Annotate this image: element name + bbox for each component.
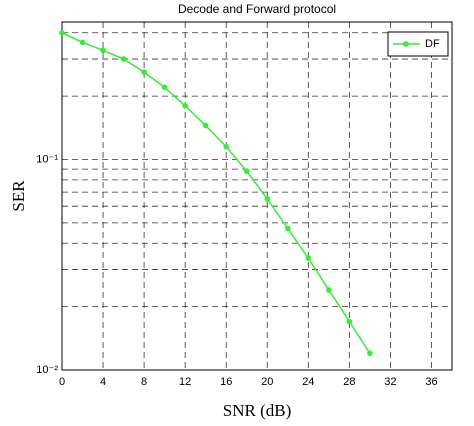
data-point <box>243 168 250 174</box>
data-point <box>223 143 230 150</box>
data-point <box>305 255 312 261</box>
y-tick-label: 10⁻² <box>36 364 58 376</box>
legend-marker <box>403 41 409 47</box>
data-point <box>264 196 271 202</box>
y-tick-label: 10⁻¹ <box>36 153 58 165</box>
data-point <box>284 225 291 232</box>
x-tick-label: 36 <box>425 376 437 388</box>
data-point <box>120 56 127 62</box>
x-axis-label: SNR (dB) <box>223 401 291 420</box>
x-tick-label: 24 <box>302 376 314 388</box>
data-point <box>59 29 65 36</box>
x-tick-label: 4 <box>100 376 106 388</box>
legend-label: DF <box>425 38 440 50</box>
data-point <box>202 122 209 129</box>
data-point <box>367 350 373 357</box>
x-tick-label: 0 <box>59 376 65 388</box>
y-axis-label: SER <box>9 180 28 212</box>
plot-frame <box>61 21 453 371</box>
x-tick-label: 32 <box>384 376 396 388</box>
x-tick-label: 28 <box>343 376 355 388</box>
data-point <box>100 47 106 54</box>
data-point <box>79 39 86 46</box>
data-point <box>346 318 353 325</box>
plot-area <box>62 22 452 370</box>
data-point <box>182 102 188 109</box>
x-tick-label: 8 <box>141 376 147 388</box>
x-tick-label: 12 <box>179 376 191 388</box>
x-tick-label: 20 <box>261 376 273 388</box>
chart-title: Decode and Forward protocol <box>178 2 336 16</box>
data-point <box>141 69 147 75</box>
data-point <box>326 287 332 293</box>
data-point <box>161 84 168 91</box>
x-tick-label: 16 <box>220 376 232 388</box>
data-line <box>61 32 371 354</box>
